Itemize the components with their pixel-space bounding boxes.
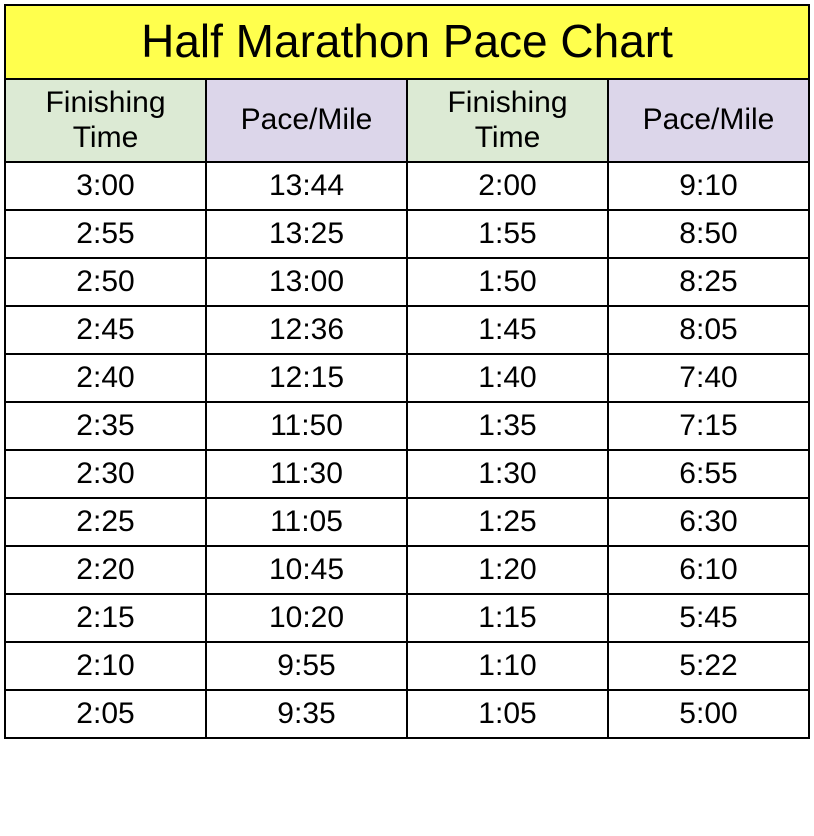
table-row: 2:059:351:055:00 (5, 690, 809, 738)
table-cell: 13:44 (206, 162, 407, 210)
table-cell: 12:36 (206, 306, 407, 354)
table-cell: 2:15 (5, 594, 206, 642)
table-cell: 2:45 (5, 306, 206, 354)
table-cell: 7:40 (608, 354, 809, 402)
table-row: 2:2511:051:256:30 (5, 498, 809, 546)
table-cell: 2:00 (407, 162, 608, 210)
table-cell: 1:45 (407, 306, 608, 354)
table-cell: 2:25 (5, 498, 206, 546)
table-cell: 8:05 (608, 306, 809, 354)
col-header-1: Pace/Mile (206, 79, 407, 162)
table-cell: 8:50 (608, 210, 809, 258)
table-cell: 1:15 (407, 594, 608, 642)
table-body: 3:0013:442:009:102:5513:251:558:502:5013… (5, 162, 809, 738)
table-cell: 6:55 (608, 450, 809, 498)
chart-title: Half Marathon Pace Chart (5, 5, 809, 79)
table-cell: 9:55 (206, 642, 407, 690)
table-cell: 2:30 (5, 450, 206, 498)
col-header-0: FinishingTime (5, 79, 206, 162)
table-cell: 2:35 (5, 402, 206, 450)
pace-chart: Half Marathon Pace Chart FinishingTime P… (4, 4, 810, 739)
table-cell: 8:25 (608, 258, 809, 306)
table-cell: 10:45 (206, 546, 407, 594)
table-cell: 5:22 (608, 642, 809, 690)
table-cell: 3:00 (5, 162, 206, 210)
table-cell: 6:10 (608, 546, 809, 594)
col-header-2: FinishingTime (407, 79, 608, 162)
table-cell: 2:40 (5, 354, 206, 402)
table-cell: 2:55 (5, 210, 206, 258)
table-row: 2:4012:151:407:40 (5, 354, 809, 402)
table-cell: 1:05 (407, 690, 608, 738)
table-cell: 1:55 (407, 210, 608, 258)
table-row: 2:5513:251:558:50 (5, 210, 809, 258)
table-cell: 1:35 (407, 402, 608, 450)
table-row: 2:3511:501:357:15 (5, 402, 809, 450)
table-cell: 1:30 (407, 450, 608, 498)
header-row: FinishingTime Pace/Mile FinishingTime Pa… (5, 79, 809, 162)
table-row: 2:3011:301:306:55 (5, 450, 809, 498)
table-row: 2:5013:001:508:25 (5, 258, 809, 306)
table-row: 2:109:551:105:22 (5, 642, 809, 690)
table-cell: 9:10 (608, 162, 809, 210)
table-cell: 5:45 (608, 594, 809, 642)
table-cell: 2:10 (5, 642, 206, 690)
col-header-3: Pace/Mile (608, 79, 809, 162)
table-cell: 2:05 (5, 690, 206, 738)
table-cell: 11:05 (206, 498, 407, 546)
table-row: 2:4512:361:458:05 (5, 306, 809, 354)
table-cell: 2:20 (5, 546, 206, 594)
table-cell: 1:10 (407, 642, 608, 690)
table-cell: 2:50 (5, 258, 206, 306)
table-row: 3:0013:442:009:10 (5, 162, 809, 210)
table-cell: 1:50 (407, 258, 608, 306)
table-cell: 7:15 (608, 402, 809, 450)
table-row: 2:2010:451:206:10 (5, 546, 809, 594)
table-cell: 1:20 (407, 546, 608, 594)
table-cell: 1:40 (407, 354, 608, 402)
table-cell: 11:30 (206, 450, 407, 498)
table-cell: 13:00 (206, 258, 407, 306)
table-row: 2:1510:201:155:45 (5, 594, 809, 642)
table-cell: 10:20 (206, 594, 407, 642)
table-cell: 6:30 (608, 498, 809, 546)
pace-table: Half Marathon Pace Chart FinishingTime P… (4, 4, 810, 739)
table-cell: 11:50 (206, 402, 407, 450)
table-cell: 9:35 (206, 690, 407, 738)
table-cell: 13:25 (206, 210, 407, 258)
table-cell: 5:00 (608, 690, 809, 738)
title-row: Half Marathon Pace Chart (5, 5, 809, 79)
table-cell: 1:25 (407, 498, 608, 546)
table-cell: 12:15 (206, 354, 407, 402)
